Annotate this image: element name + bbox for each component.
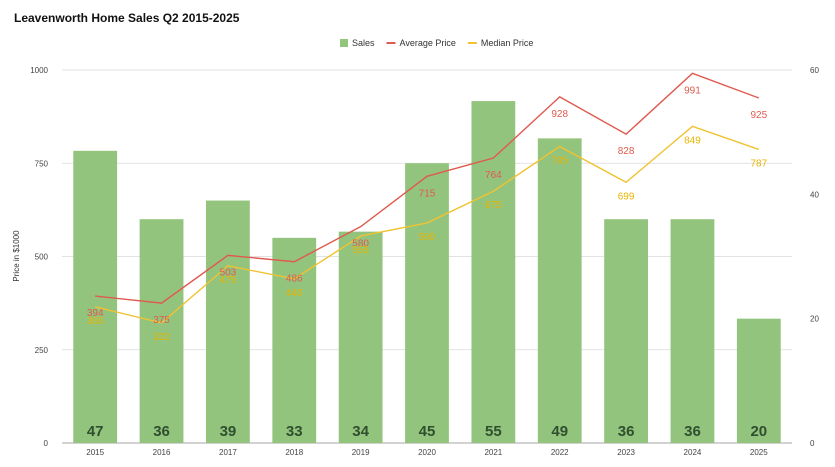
legend-item: Sales <box>340 38 375 48</box>
x-tick-label: 2022 <box>551 448 569 457</box>
bar-value-label: 33 <box>286 423 303 440</box>
median-price-label: 849 <box>684 135 701 146</box>
average-price-label: 928 <box>551 109 568 120</box>
average-price-label: 925 <box>750 110 767 121</box>
y2-tick-label: 20 <box>810 315 819 324</box>
x-tick-label: 2023 <box>617 448 635 457</box>
average-price-label: 991 <box>684 85 701 96</box>
x-tick-label: 2025 <box>750 448 768 457</box>
bar-sales <box>338 231 383 443</box>
legend-item: Median Price <box>467 38 534 48</box>
bar-sales <box>537 138 582 443</box>
bar-value-label: 39 <box>220 423 237 440</box>
median-price-label: 590 <box>419 232 436 243</box>
bar-sales <box>471 101 516 443</box>
y2-tick-label: 40 <box>810 190 819 199</box>
bar-sales <box>206 200 250 443</box>
y2-tick-label: 60 <box>810 66 819 75</box>
bar-value-label: 55 <box>485 423 502 440</box>
bar-sales <box>405 163 449 443</box>
y-axis-title: Price in $1000 <box>12 230 21 282</box>
average-price-label: 828 <box>618 146 635 157</box>
average-price-label: 486 <box>286 274 303 285</box>
average-price-label: 375 <box>153 315 170 326</box>
y-tick-label: 250 <box>35 346 49 355</box>
x-tick-label: 2015 <box>86 448 104 457</box>
median-price-label: 795 <box>551 155 568 166</box>
median-price-label: 322 <box>153 332 170 343</box>
median-price-label: 440 <box>286 288 303 299</box>
average-price-label: 394 <box>87 308 104 319</box>
bar-series <box>73 101 781 444</box>
median-price-label: 475 <box>220 275 237 286</box>
bar-sales <box>736 318 781 443</box>
line-median-price <box>95 125 760 324</box>
legend-item: Average Price <box>386 38 456 48</box>
y-tick-label: 500 <box>35 253 49 262</box>
average-price-label: 715 <box>419 188 436 199</box>
median-price-label: 699 <box>618 191 635 202</box>
bar-sales <box>73 150 118 444</box>
legend-swatch <box>340 39 348 47</box>
x-tick-label: 2019 <box>352 448 370 457</box>
line-series <box>95 72 760 324</box>
bar-value-label: 34 <box>352 423 369 440</box>
x-tick-label: 2017 <box>219 448 237 457</box>
bar-value-label: 36 <box>684 423 701 440</box>
bar-value-label: 36 <box>153 423 170 440</box>
average-price-label: 503 <box>220 267 237 278</box>
x-tick-label: 2021 <box>484 448 502 457</box>
bar-value-label: 36 <box>618 423 635 440</box>
y-tick-label: 750 <box>35 159 49 168</box>
legend-label: Sales <box>352 38 375 48</box>
median-price-label: 365 <box>87 316 104 327</box>
x-tick-label: 2018 <box>285 448 303 457</box>
x-tick-label: 2020 <box>418 448 436 457</box>
median-price-label: 555 <box>352 245 369 256</box>
legend-label: Average Price <box>400 38 456 48</box>
legend-label: Median Price <box>481 38 534 48</box>
bar-sales <box>604 219 648 443</box>
bar-sales <box>139 219 184 443</box>
y-tick-label: 0 <box>44 439 49 448</box>
legend: Sales Average Price Median Price <box>340 38 533 48</box>
x-tick-label: 2016 <box>153 448 171 457</box>
bar-value-label: 49 <box>551 423 568 440</box>
bar-sales <box>272 237 317 443</box>
y2-tick-label: 0 <box>810 439 815 448</box>
bar-value-label: 47 <box>87 423 104 440</box>
data-labels: 47 36 39 33 34 45 55 49 36 36 20 394 375 503 486 580 715… <box>87 85 768 440</box>
x-tick-label: 2024 <box>684 448 702 457</box>
chart-title: Leavenworth Home Sales Q2 2015-2025 <box>14 11 240 25</box>
average-price-label: 764 <box>485 170 502 181</box>
median-price-label: 675 <box>485 200 502 211</box>
axes: 0 250 500 750 1000 0 20 40 60 2015 2016 2017 2018 201… <box>30 66 819 457</box>
line-average-price <box>95 72 760 304</box>
average-price-label: 580 <box>352 239 369 250</box>
median-price-label: 787 <box>750 158 767 169</box>
y-tick-label: 1000 <box>30 66 48 75</box>
bar-sales <box>670 219 715 443</box>
bar-value-label: 20 <box>750 423 767 440</box>
bar-value-label: 45 <box>419 423 436 440</box>
